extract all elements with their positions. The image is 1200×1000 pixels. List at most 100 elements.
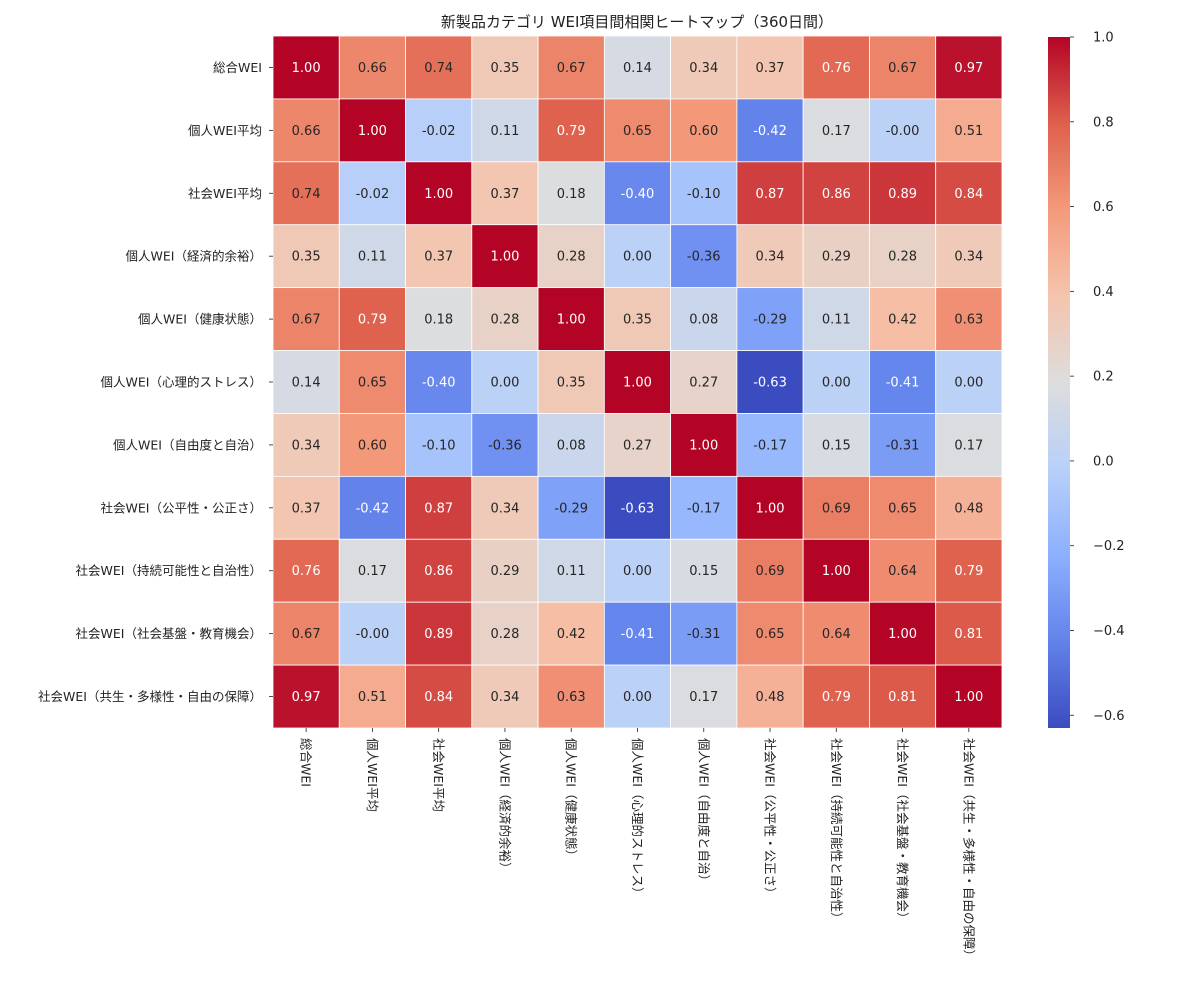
heatmap-cell-1-9 bbox=[869, 98, 937, 163]
heatmap-cell-1-6 bbox=[670, 98, 738, 163]
heatmap-cell-0-2 bbox=[405, 35, 473, 100]
cell-value-4-7: -0.29 bbox=[753, 313, 787, 328]
cell-value-1-5: 0.65 bbox=[623, 124, 652, 139]
heatmap-cell-4-10 bbox=[935, 287, 1003, 351]
row-label-8: 社会WEI（持続可能性と自治性） bbox=[76, 563, 262, 578]
heatmap-cell-2-4 bbox=[537, 161, 605, 226]
cell-value-0-1: 0.66 bbox=[358, 61, 387, 76]
cell-value-6-5: 0.27 bbox=[623, 438, 652, 453]
cell-value-8-5: 0.00 bbox=[623, 564, 652, 579]
heatmap-cell-9-2 bbox=[405, 601, 473, 666]
heatmap-cell-2-6 bbox=[670, 161, 738, 226]
heatmap-cell-10-6 bbox=[670, 664, 738, 729]
cell-value-8-6: 0.15 bbox=[689, 564, 718, 579]
cell-value-9-9: 1.00 bbox=[888, 627, 917, 642]
cell-value-3-9: 0.28 bbox=[888, 250, 917, 265]
heatmap-cell-1-5 bbox=[603, 98, 672, 163]
cell-value-5-9: -0.41 bbox=[886, 376, 920, 391]
cell-value-4-0: 0.67 bbox=[292, 313, 321, 328]
heatmap-cell-6-0 bbox=[272, 413, 340, 477]
heatmap-cell-3-5 bbox=[603, 224, 672, 289]
cell-value-3-6: -0.36 bbox=[687, 250, 721, 265]
colorbar-tick-label-5: 0.0 bbox=[1093, 454, 1114, 469]
cell-value-9-3: 0.28 bbox=[490, 627, 519, 642]
colorbar-tick-label-8: −0.6 bbox=[1093, 709, 1125, 724]
heatmap-cell-1-0 bbox=[272, 98, 340, 163]
cell-value-9-10: 0.81 bbox=[954, 627, 983, 642]
heatmap-cell-7-4 bbox=[537, 475, 605, 540]
cell-value-10-10: 1.00 bbox=[954, 690, 983, 705]
cell-value-8-2: 0.86 bbox=[424, 564, 453, 579]
heatmap-cell-0-9 bbox=[869, 35, 937, 100]
heatmap-cell-9-10 bbox=[935, 601, 1003, 666]
cell-value-0-2: 0.74 bbox=[424, 61, 453, 76]
cell-value-6-7: -0.17 bbox=[753, 438, 787, 453]
cell-value-10-4: 0.63 bbox=[557, 690, 586, 705]
colorbar-tick-label-3: 0.4 bbox=[1093, 285, 1114, 300]
heatmap-cell-0-7 bbox=[736, 35, 804, 100]
heatmap-cell-1-2 bbox=[405, 98, 473, 163]
cell-value-10-5: 0.00 bbox=[623, 690, 652, 705]
heatmap-cell-6-8 bbox=[802, 413, 870, 477]
heatmap-cell-8-5 bbox=[603, 538, 672, 603]
cell-value-0-4: 0.67 bbox=[557, 61, 586, 76]
cell-value-4-5: 0.35 bbox=[623, 313, 652, 328]
cell-value-9-2: 0.89 bbox=[424, 627, 453, 642]
heatmap-cell-3-10 bbox=[935, 224, 1003, 289]
cell-value-5-4: 0.35 bbox=[557, 376, 586, 391]
cell-value-5-2: -0.40 bbox=[422, 376, 456, 391]
cell-value-6-3: -0.36 bbox=[488, 438, 522, 453]
heatmap-cell-4-4 bbox=[537, 287, 605, 351]
cell-value-0-7: 0.37 bbox=[756, 61, 785, 76]
col-label-7: 社会WEI（公平性・公正さ） bbox=[763, 738, 778, 899]
cell-value-7-1: -0.42 bbox=[356, 501, 390, 516]
cell-value-3-3: 1.00 bbox=[490, 250, 519, 265]
cell-value-10-9: 0.81 bbox=[888, 690, 917, 705]
heatmap-cell-6-1 bbox=[338, 413, 406, 477]
cell-value-0-10: 0.97 bbox=[954, 61, 983, 76]
cell-value-8-10: 0.79 bbox=[954, 564, 983, 579]
chart-title: 新製品カテゴリ WEI項目間相関ヒートマップ（360日間） bbox=[441, 13, 833, 31]
heatmap-cell-7-7 bbox=[736, 475, 804, 540]
cell-value-3-4: 0.28 bbox=[557, 250, 586, 265]
col-label-6: 個人WEI（自由度と自治） bbox=[696, 738, 711, 887]
cell-value-8-7: 0.69 bbox=[756, 564, 785, 579]
heatmap-cell-8-0 bbox=[272, 538, 340, 603]
cell-value-6-6: 1.00 bbox=[689, 438, 718, 453]
row-label-5: 個人WEI（心理的ストレス） bbox=[101, 375, 262, 390]
row-label-9: 社会WEI（社会基盤・教育機会） bbox=[76, 626, 262, 641]
cell-value-7-10: 0.48 bbox=[954, 501, 983, 516]
heatmap-cell-0-1 bbox=[338, 35, 406, 100]
cell-value-9-1: -0.00 bbox=[356, 627, 390, 642]
cell-value-1-0: 0.66 bbox=[292, 124, 321, 139]
heatmap-cell-10-1 bbox=[338, 664, 406, 729]
heatmap-cell-1-10 bbox=[935, 98, 1003, 163]
heatmap-cell-5-10 bbox=[935, 350, 1003, 414]
heatmap-cell-7-10 bbox=[935, 475, 1003, 540]
colorbar-tick-label-7: −0.4 bbox=[1093, 624, 1125, 639]
heatmap-cell-7-0 bbox=[272, 475, 340, 540]
cell-value-6-0: 0.34 bbox=[292, 438, 321, 453]
col-label-2: 社会WEI平均 bbox=[431, 738, 446, 812]
cell-value-7-4: -0.29 bbox=[554, 501, 588, 516]
cell-value-5-5: 1.00 bbox=[623, 376, 652, 391]
heatmap-cell-6-7 bbox=[736, 413, 804, 477]
heatmap-cell-8-2 bbox=[405, 538, 473, 603]
cell-value-9-0: 0.67 bbox=[292, 627, 321, 642]
heatmap-cell-4-5 bbox=[603, 287, 672, 351]
heatmap-cell-0-0 bbox=[272, 35, 340, 100]
heatmap-cell-7-1 bbox=[338, 475, 406, 540]
cell-value-10-2: 0.84 bbox=[424, 690, 453, 705]
cell-value-4-10: 0.63 bbox=[954, 313, 983, 328]
heatmap-cell-9-3 bbox=[471, 601, 539, 666]
cell-value-2-8: 0.86 bbox=[822, 187, 851, 202]
heatmap-cell-2-10 bbox=[935, 161, 1003, 226]
cell-value-10-3: 0.34 bbox=[490, 690, 519, 705]
heatmap-cell-4-2 bbox=[405, 287, 473, 351]
cell-value-2-4: 0.18 bbox=[557, 187, 586, 202]
heatmap-cell-5-5 bbox=[603, 350, 672, 414]
heatmap-cells: 1.00 0.66 0.74 0.35 0.67 0.14 0.34 0.37 0.76 0.67… bbox=[272, 35, 1003, 729]
cell-value-1-3: 0.11 bbox=[490, 124, 519, 139]
cell-value-3-1: 0.11 bbox=[358, 250, 387, 265]
